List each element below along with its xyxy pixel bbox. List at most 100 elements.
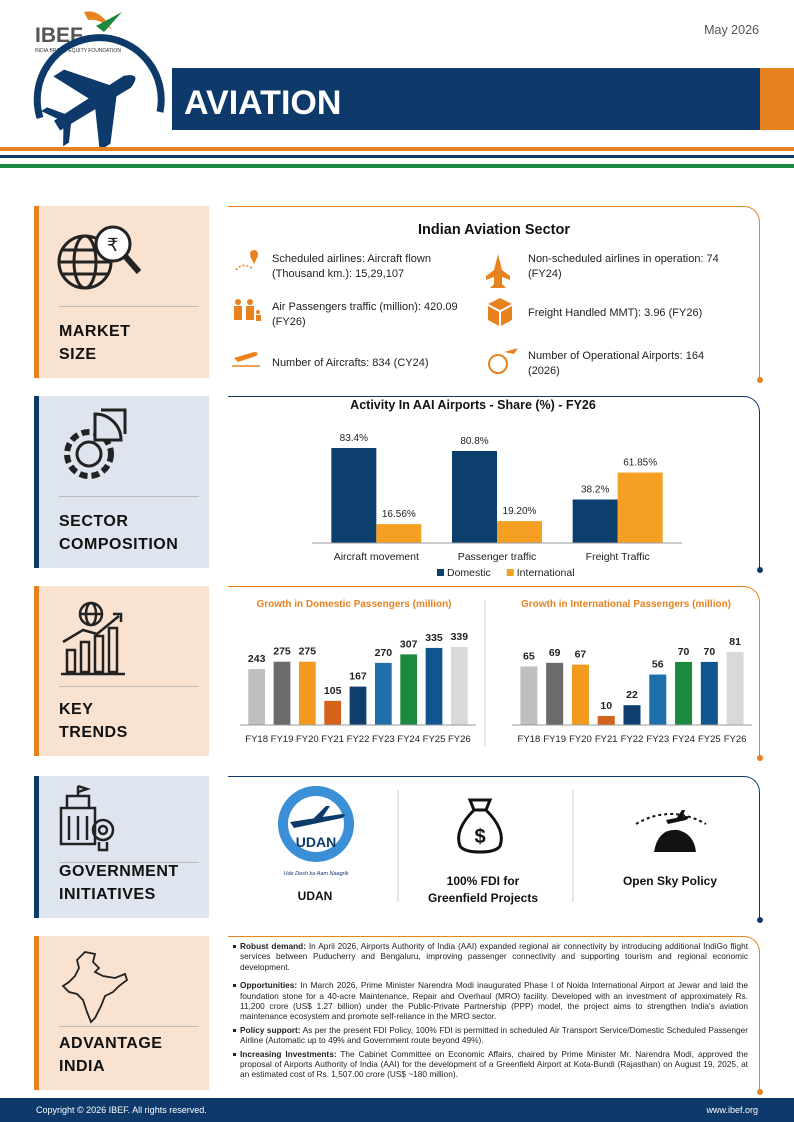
x-tick-label: Passenger traffic bbox=[458, 551, 537, 563]
market-item: Number of Operational Airports: 164 (202… bbox=[528, 350, 705, 377]
bar bbox=[571, 664, 589, 725]
bar bbox=[374, 662, 392, 725]
market-item: Freight Handled MMT): 3.96 (FY26) bbox=[528, 307, 703, 319]
market-item: Number of Aircrafts: 834 (CY24) bbox=[272, 357, 429, 369]
udan-logo-name: UDAN bbox=[296, 834, 336, 850]
bar bbox=[726, 652, 744, 725]
udan-logo: UDAN Ude Desh ka Aam Naagrik bbox=[278, 786, 354, 877]
panel bbox=[228, 936, 763, 1095]
bar bbox=[452, 450, 497, 543]
bar bbox=[376, 524, 422, 543]
market-icons bbox=[232, 250, 518, 374]
bar bbox=[546, 662, 564, 725]
panel bbox=[228, 586, 763, 761]
data-label: 81 bbox=[729, 636, 741, 648]
bar bbox=[349, 686, 367, 725]
bar bbox=[450, 647, 468, 725]
x-tick-label: FY23 bbox=[646, 734, 669, 745]
point-text: In April 2026, Airports Authority of Ind… bbox=[240, 941, 749, 972]
x-tick-label: FY18 bbox=[245, 734, 268, 745]
legend-label: Domestic bbox=[447, 567, 491, 579]
india-map-icon bbox=[61, 951, 129, 1024]
bar bbox=[623, 705, 641, 725]
section-label: KEY TRENDS bbox=[59, 701, 128, 741]
bar bbox=[400, 654, 418, 725]
title-bar bbox=[172, 68, 760, 130]
udan-logo-tagline: Ude Desh ka Aam Naagrik bbox=[284, 871, 349, 877]
data-label: 22 bbox=[626, 689, 638, 701]
stripe bbox=[0, 155, 794, 158]
x-tick-label: FY18 bbox=[518, 734, 541, 745]
x-tick-label: FY26 bbox=[724, 734, 747, 745]
data-label: 83.4% bbox=[340, 433, 368, 444]
advantage-point: Increasing Investments: The Cabinet Comm… bbox=[233, 1048, 748, 1080]
bar bbox=[649, 674, 667, 725]
data-label: 307 bbox=[400, 638, 418, 650]
x-tick-label: FY22 bbox=[347, 734, 370, 745]
stripe bbox=[0, 164, 794, 168]
data-label: 10 bbox=[600, 700, 612, 712]
legend-swatch bbox=[506, 569, 514, 576]
section-label: SECTOR COMPOSITION bbox=[59, 513, 179, 553]
x-tick-label: Freight Traffic bbox=[586, 551, 650, 563]
x-tick-label: FY24 bbox=[397, 734, 420, 745]
x-tick-label: FY21 bbox=[595, 734, 618, 745]
section-label: GOVERNMENT INITIATIVES bbox=[59, 863, 179, 903]
website[interactable]: www.ibef.org bbox=[706, 1105, 758, 1115]
bar bbox=[324, 700, 342, 725]
money-bag-icon: $ bbox=[457, 798, 503, 854]
copyright: Copyright © 2026 IBEF. All rights reserv… bbox=[36, 1105, 207, 1115]
bar bbox=[298, 661, 316, 725]
section-label-box: SECTOR COMPOSITION bbox=[34, 396, 209, 568]
data-label: 243 bbox=[248, 653, 266, 665]
data-label: 275 bbox=[273, 646, 291, 658]
section-label: ADVANTAGE INDIA bbox=[59, 1035, 163, 1075]
data-label: 80.8% bbox=[460, 436, 488, 447]
point-text: The Cabinet Committee on Economic Affair… bbox=[240, 1048, 748, 1080]
legend-label: International bbox=[517, 567, 575, 579]
point-lead: Increasing Investments: bbox=[240, 1048, 337, 1059]
udan-logo-inner bbox=[288, 796, 344, 852]
data-label: 70 bbox=[703, 646, 715, 658]
bar bbox=[248, 669, 266, 725]
logo-swoosh bbox=[84, 11, 112, 30]
composition-icon bbox=[64, 408, 127, 479]
x-tick-label: FY19 bbox=[271, 734, 294, 745]
x-tick-label: FY23 bbox=[372, 734, 395, 745]
open-sky-icon bbox=[635, 810, 707, 852]
advantage-point: Policy support: As per the present FDI P… bbox=[233, 1025, 748, 1046]
point-text: In March 2026, Prime Minister Narendra M… bbox=[240, 980, 749, 1022]
x-tick-label: FY24 bbox=[672, 734, 695, 745]
bar bbox=[273, 661, 291, 725]
x-tick-label: Aircraft movement bbox=[334, 551, 419, 563]
x-tick-label: FY20 bbox=[296, 734, 319, 745]
x-tick-label: FY25 bbox=[423, 734, 446, 745]
x-tick-label: FY21 bbox=[321, 734, 344, 745]
stripe bbox=[0, 147, 794, 151]
data-label: 19.20% bbox=[503, 506, 537, 517]
initiative-label: Open Sky Policy bbox=[622, 874, 718, 888]
data-label: 70 bbox=[678, 646, 690, 658]
logo-swoosh bbox=[96, 12, 122, 32]
government-icon bbox=[59, 784, 115, 852]
title-bar-accent bbox=[760, 68, 794, 130]
advantage-point: Robust demand: In April 2026, Airports A… bbox=[233, 941, 749, 972]
svg-text:$: $ bbox=[474, 826, 485, 848]
bar bbox=[331, 448, 377, 543]
point-lead: Opportunities: bbox=[240, 980, 298, 991]
x-tick-label: FY22 bbox=[621, 734, 644, 745]
data-label: 69 bbox=[549, 647, 561, 659]
market-item: Scheduled airlines: Aircraft flown (Thou… bbox=[272, 253, 431, 280]
initiative-label: 100% FDI for Greenfield Projects bbox=[427, 874, 539, 905]
data-label: 270 bbox=[375, 647, 393, 659]
data-label: 38.2% bbox=[581, 484, 609, 495]
section-label-box: KEY TRENDS bbox=[34, 586, 209, 756]
x-tick-label: FY26 bbox=[448, 734, 471, 745]
section-heading: Indian Aviation Sector bbox=[417, 222, 570, 238]
market-item: Air Passengers traffic (million): 420.09… bbox=[272, 301, 458, 328]
data-label: 67 bbox=[575, 649, 587, 661]
bar bbox=[425, 647, 443, 725]
trends-icon bbox=[61, 601, 125, 676]
